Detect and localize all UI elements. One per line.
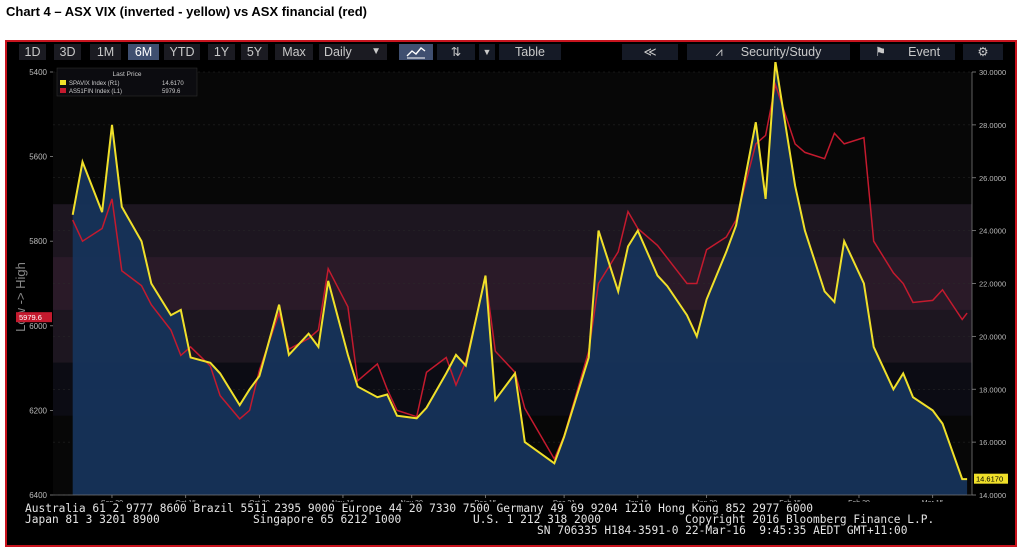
right-tick-label: 24.0000 [979,227,1006,236]
figure-caption: Chart 4 – ASX VIX (inverted - yellow) vs… [6,4,367,19]
security-study-button[interactable]: ⩘ Security/Study [687,44,850,60]
footer-copyright: Copyright 2016 Bloomberg Finance L.P. [685,513,935,526]
crosshair-button[interactable]: ⇅ [437,44,475,60]
bloomberg-chart-window: 1D 3D 1M 6M YTD 1Y 5Y Max Daily ▼ ⇅ ▼ Ta… [5,40,1017,547]
left-current-value-marker: 5979.6 [16,312,52,323]
dropdown-arrow-icon: ▼ [482,47,492,57]
period-label: Daily [324,45,352,59]
x-tick-label: Dec 31 [553,500,575,502]
x-tick-label: Feb 29 [848,500,870,502]
footer-us: U.S. 1 212 318 2000 [473,513,601,526]
bloomberg-footer: Australia 61 2 9777 8600 Brazil 5511 239… [7,501,1015,545]
flag-icon: ⚑ [874,45,887,59]
left-axis-ticks: 5400 5600 5800 6000 6200 6400 [29,68,53,500]
right-current-value-marker: 14.6170 [974,473,1008,484]
x-tick-label: Nov 30 [401,500,423,502]
range-button-max[interactable]: Max [275,44,313,60]
range-button-1d[interactable]: 1D [19,44,46,60]
x-tick-label: Feb 15 [779,500,801,502]
left-tick-label: 6000 [29,322,47,331]
x-tick-label: Dec 15 [474,500,496,502]
footer-phone-line-1: Australia 61 2 9777 8600 Brazil 5511 239… [25,502,814,515]
range-button-1y[interactable]: 1Y [208,44,235,60]
x-tick-label: Oct 30 [249,500,270,502]
legend-title: Last Price [113,71,142,78]
chart-legend: Last Price SPAVIX Index (R1) 14.6170 AS5… [56,67,198,97]
x-tick-label: Mar 15 [922,500,944,502]
legend-value-vix: 14.6170 [162,81,184,87]
left-tick-label: 6400 [29,491,47,500]
right-tick-label: 30.0000 [979,68,1006,77]
table-button[interactable]: Table [499,44,561,60]
legend-swatch-fin [60,88,66,93]
legend-swatch-vix [60,80,66,85]
chart-area: 5400 5600 5800 6000 6200 6400 30.0000 28.0000 2… [13,62,1008,502]
line-chart-icon [406,47,426,59]
chart-toolbar: 1D 3D 1M 6M YTD 1Y 5Y Max Daily ▼ ⇅ ▼ Ta… [7,42,1015,62]
rewind-button[interactable]: ≪ [622,44,678,60]
security-study-label: Security/Study [740,45,822,59]
rewind-icon: ≪ [643,45,657,59]
study-chart-icon: ⩘ [715,45,723,59]
legend-entry-fin: AS51FIN Index (L1) [69,89,122,95]
range-button-ytd[interactable]: YTD [164,44,200,60]
footer-singapore: Singapore 65 6212 1000 [253,513,402,526]
vix-series-line [71,62,968,481]
settings-button[interactable]: ⚙ [963,44,1003,60]
crosshair-icon: ⇅ [450,45,462,59]
right-tick-label: 18.0000 [979,385,1006,394]
footer-japan: Japan 81 3 3201 8900 [25,513,160,526]
legend-value-fin: 5979.6 [162,89,181,95]
left-tick-label: 5600 [29,153,47,162]
footer-session-info: SN 706335 H184-3591-0 22-Mar-16 9:45:35 … [537,524,908,537]
right-tick-label: 28.0000 [979,121,1006,130]
event-button[interactable]: ⚑ Event [860,44,955,60]
x-tick-label: Jan 29 [696,500,717,502]
gear-icon: ⚙ [977,45,989,59]
event-label: Event [908,45,941,59]
right-current-value: 14.6170 [976,475,1003,484]
range-button-6m[interactable]: 6M [128,44,159,60]
right-axis-ticks: 30.0000 28.0000 26.0000 24.0000 22.0000 20.00… [971,68,1006,500]
x-tick-label: Sep 30 [101,500,123,502]
line-chart-button[interactable] [399,44,433,60]
left-tick-label: 5400 [29,68,47,77]
left-tick-label: 6200 [29,406,47,415]
period-dropdown[interactable]: Daily ▼ [319,44,387,60]
right-tick-label: 20.0000 [979,332,1006,341]
left-tick-label: 5800 [29,237,47,246]
right-tick-label: 16.0000 [979,438,1006,447]
dropdown-arrow-icon: ▼ [371,46,381,57]
x-axis-ticks: Sep 30 Oct 15 Oct 30 Nov 16 Nov 30 Dec 15 Dec … [53,494,972,502]
range-button-5y[interactable]: 5Y [241,44,268,60]
right-tick-label: 26.0000 [979,174,1006,183]
chart-type-dropdown[interactable]: ▼ [479,44,495,60]
right-tick-label: 22.0000 [979,280,1006,289]
x-tick-label: Jan 15 [627,500,648,502]
range-button-1m[interactable]: 1M [90,44,121,60]
right-tick-label: 14.0000 [979,491,1006,500]
legend-entry-vix: SPAVIX Index (R1) [69,81,119,87]
range-button-3d[interactable]: 3D [54,44,81,60]
x-tick-label: Oct 15 [175,500,196,502]
vix-area-fill [72,62,968,495]
x-tick-label: Nov 16 [332,500,354,502]
left-current-value: 5979.6 [19,313,42,322]
